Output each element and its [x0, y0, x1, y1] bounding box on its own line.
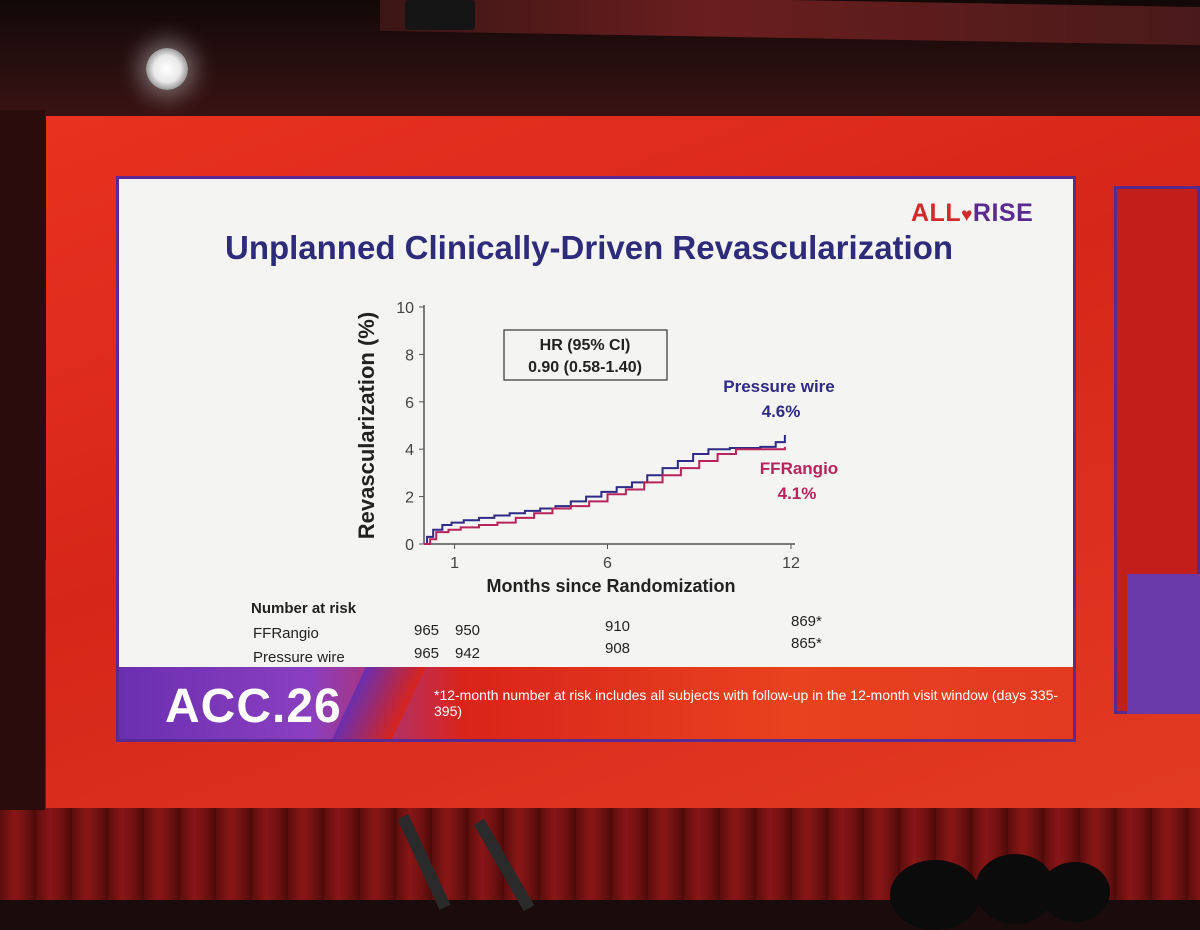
allrise-logo: ALL♥RISE — [911, 199, 1033, 228]
footer-divider — [332, 667, 426, 739]
km-chart: Revascularization (%) Months since Rando… — [354, 300, 838, 596]
x-axis-label: Months since Randomization — [486, 576, 735, 596]
y-tick-label: 2 — [405, 490, 414, 507]
y-axis-label: Revascularization (%) — [354, 312, 379, 539]
y-tick-label: 4 — [405, 442, 414, 459]
side-screen — [1114, 186, 1200, 714]
logo-text-all: ALL — [911, 199, 962, 227]
risk-cell: 869* — [791, 613, 822, 630]
x-tick-label: 12 — [782, 555, 800, 572]
y-tick-label: 8 — [405, 347, 414, 364]
audience-head — [1040, 862, 1110, 922]
risk-cell: 965 — [414, 645, 440, 662]
audience-heads — [880, 848, 1110, 930]
risk-cell: 950 — [455, 622, 481, 639]
slide-footer: ACC.26 *12-month number at risk includes… — [119, 667, 1073, 739]
slide-title: Unplanned Clinically-Driven Revasculariz… — [224, 229, 954, 266]
series-value-ffrangio: 4.1% — [778, 484, 817, 503]
y-tick-label: 6 — [405, 395, 414, 412]
audience-head — [890, 860, 980, 930]
footnote: *12-month number at risk includes all su… — [434, 687, 1059, 719]
acc-brand: ACC.26 — [165, 680, 342, 733]
series-label-pressure-wire: Pressure wire — [723, 377, 835, 396]
risk-cell: 965 — [414, 622, 440, 639]
risk-cell: 942 — [455, 645, 481, 662]
risk-label: Pressure wire — [253, 649, 345, 666]
side-screen-graphic — [1127, 574, 1200, 714]
logo-text-rise: RISE — [972, 199, 1034, 227]
y-tick-label: 10 — [396, 300, 414, 317]
side-wall — [0, 110, 45, 810]
risk-cell: 908 — [605, 640, 631, 657]
x-tick-label: 1 — [450, 555, 459, 572]
stage-light — [146, 48, 188, 90]
hazard-ratio-frame — [503, 329, 668, 381]
series-line-ffrangio — [424, 446, 786, 545]
ceiling-projector — [405, 0, 475, 30]
risk-cell: 865* — [791, 635, 822, 652]
presentation-slide: ALL♥RISE Unplanned Clinically-Driven Rev… — [116, 176, 1076, 742]
x-tick-label: 6 — [603, 555, 612, 572]
hazard-ratio-heading: HR (95% CI) — [540, 337, 631, 354]
y-tick-label: 0 — [405, 537, 414, 554]
series-value-pressure-wire: 4.6% — [762, 402, 801, 421]
risk-label: FFRangio — [253, 625, 319, 642]
hazard-ratio-box: HR (95% CI) 0.90 (0.58-1.40) — [503, 329, 668, 381]
series-line-pressure-wire — [424, 434, 786, 545]
hazard-ratio-value: 0.90 (0.58-1.40) — [528, 359, 642, 376]
series-label-ffrangio: FFRangio — [760, 459, 838, 478]
heart-icon: ♥ — [961, 205, 973, 226]
risk-table-header: Number at risk — [251, 600, 357, 617]
risk-cell: 910 — [605, 618, 631, 635]
